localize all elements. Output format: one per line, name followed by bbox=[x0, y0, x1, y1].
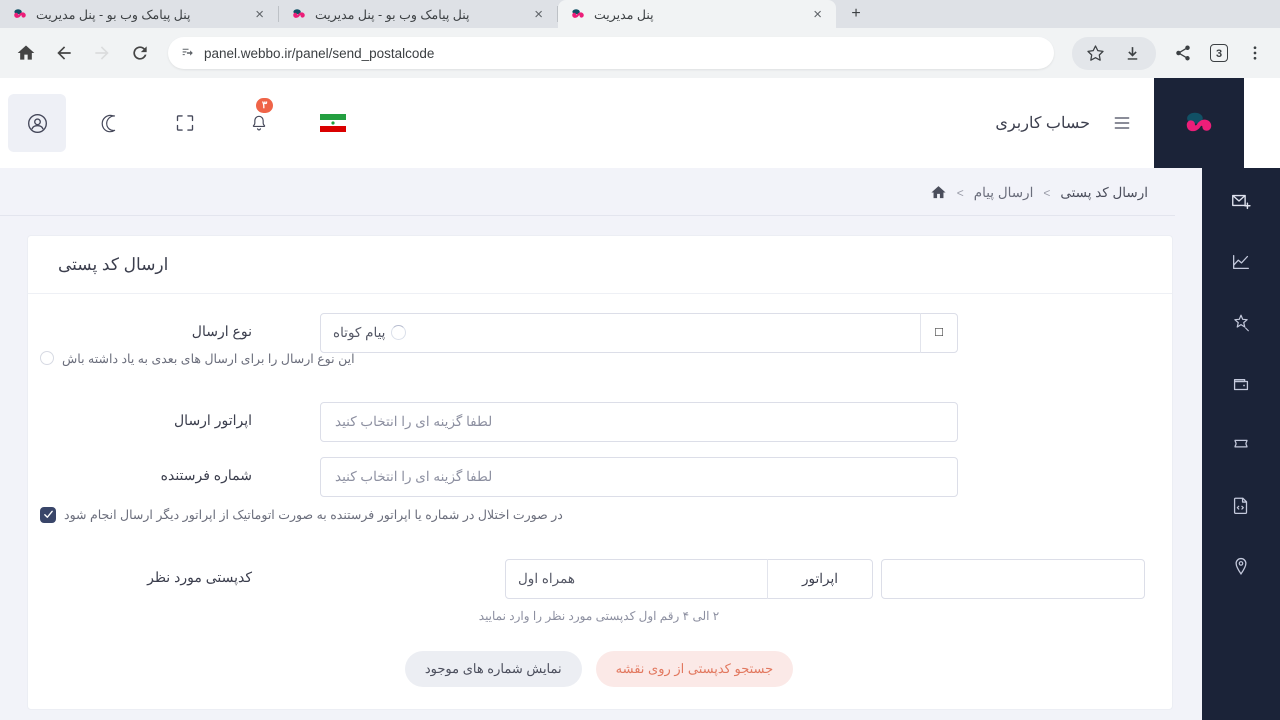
svg-text:3: 3 bbox=[1216, 48, 1222, 59]
